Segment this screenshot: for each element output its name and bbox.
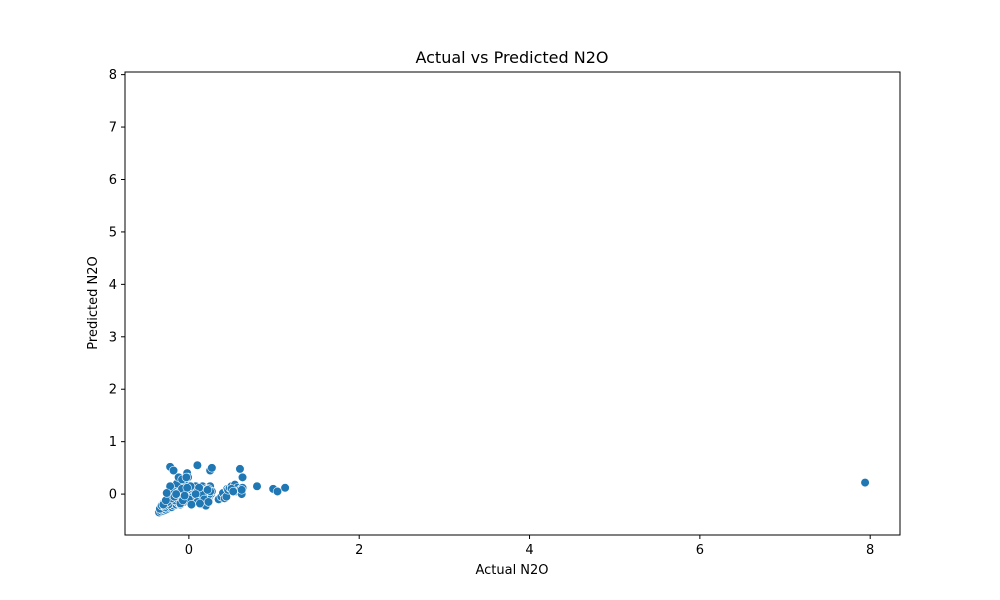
data-point bbox=[272, 486, 283, 497]
x-axis-label: Actual N2O bbox=[475, 563, 548, 578]
data-point bbox=[237, 485, 247, 495]
chart-title: Actual vs Predicted N2O bbox=[415, 48, 608, 67]
x-tick-label: 2 bbox=[355, 543, 363, 558]
x-tick-label: 6 bbox=[696, 543, 704, 558]
data-points bbox=[154, 460, 870, 518]
data-point bbox=[162, 488, 172, 498]
data-point bbox=[203, 497, 214, 507]
data-point bbox=[171, 489, 181, 499]
data-point bbox=[182, 483, 192, 493]
data-point bbox=[860, 477, 870, 488]
data-point bbox=[180, 491, 190, 501]
y-tick-label: 7 bbox=[109, 121, 117, 136]
y-tick-label: 8 bbox=[109, 68, 117, 83]
plot-frame bbox=[124, 71, 901, 536]
y-tick-label: 1 bbox=[109, 435, 117, 450]
data-point bbox=[235, 464, 245, 474]
x-tick-label: 4 bbox=[525, 543, 533, 558]
data-point bbox=[280, 483, 290, 493]
y-tick-label: 6 bbox=[109, 173, 117, 188]
data-point bbox=[207, 463, 217, 473]
y-axis-label: Predicted N2O bbox=[86, 256, 101, 349]
data-point bbox=[168, 465, 179, 476]
data-point bbox=[252, 481, 262, 491]
data-point bbox=[192, 460, 202, 470]
y-axis-ticks: 0 1 2 3 4 5 6 7 8 bbox=[109, 68, 125, 503]
data-point bbox=[203, 485, 213, 495]
data-point bbox=[237, 472, 248, 482]
data-point bbox=[195, 498, 205, 509]
data-point bbox=[186, 499, 197, 510]
y-tick-label: 2 bbox=[109, 383, 117, 398]
data-point bbox=[181, 472, 191, 482]
data-point bbox=[228, 486, 238, 497]
y-tick-label: 4 bbox=[109, 278, 117, 293]
y-tick-label: 3 bbox=[109, 330, 117, 345]
y-tick-label: 5 bbox=[109, 225, 117, 240]
y-tick-label: 0 bbox=[109, 488, 117, 503]
x-tick-label: 8 bbox=[866, 543, 874, 558]
x-tick-label: 0 bbox=[185, 543, 193, 558]
x-axis-ticks: 0 2 4 6 8 bbox=[185, 535, 874, 558]
